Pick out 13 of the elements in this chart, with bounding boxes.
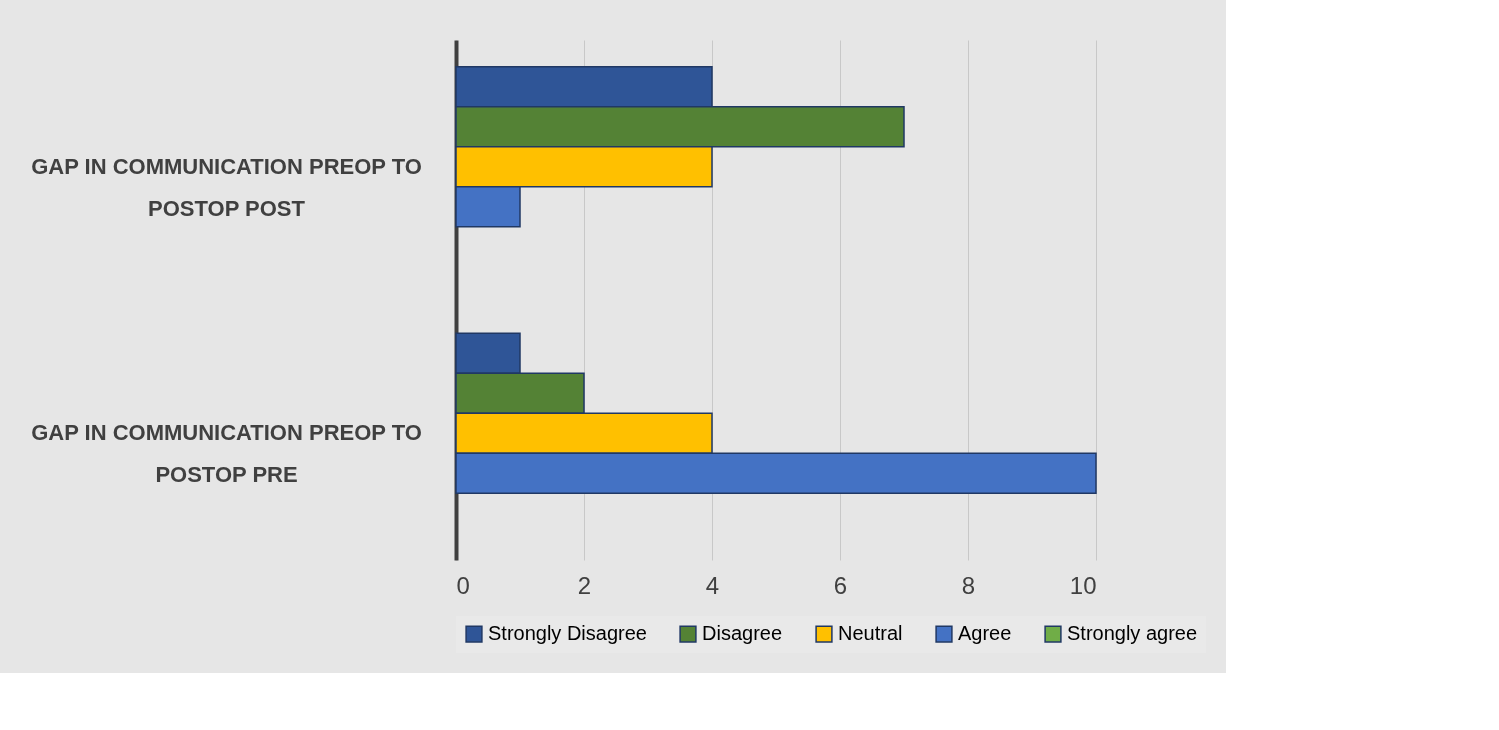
legend-label: Strongly Disagree xyxy=(488,622,647,645)
legend-label: Disagree xyxy=(702,622,783,645)
legend-label: Neutral xyxy=(838,622,903,645)
y-tick-label: GAP IN COMMUNICATION PREOP TO POSTOP PRE xyxy=(31,420,422,488)
x-tick-label: 0 xyxy=(456,571,470,599)
x-tick-label: 4 xyxy=(705,571,720,599)
y-tick-label: GAP IN COMMUNICATION PREOP TO POSTOP POST xyxy=(31,153,422,221)
legend-label: Strongly agree xyxy=(1067,622,1198,645)
x-tick-label: 2 xyxy=(577,571,592,599)
x-tick-label: 8 xyxy=(961,571,976,599)
x-tick-label: 6 xyxy=(833,571,848,599)
x-tick-label: 10 xyxy=(1069,571,1097,599)
legend-label: Agree xyxy=(958,622,1012,645)
